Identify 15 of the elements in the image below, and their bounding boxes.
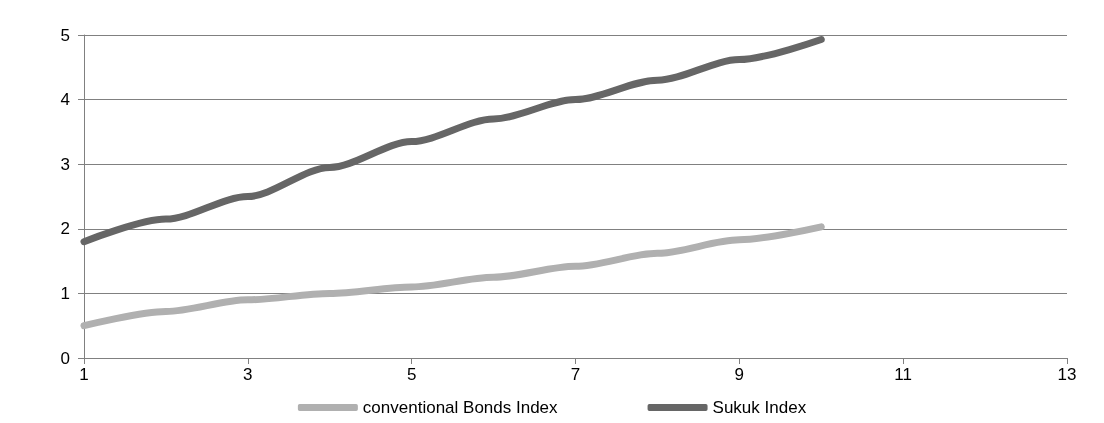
y-tick-label: 3	[60, 154, 70, 174]
x-tick-label: 9	[734, 365, 745, 384]
x-tick-label: 7	[570, 365, 581, 384]
x-tick-label: 13	[1057, 365, 1077, 384]
x-tick-label: 11	[894, 365, 912, 384]
x-tick-label: 5	[406, 365, 417, 384]
y-tick-label: 1	[60, 283, 70, 303]
x-tick-label: 1	[79, 365, 89, 384]
y-tick-label: 4	[60, 90, 70, 110]
y-tick-label: 0	[60, 348, 70, 368]
legend-label: conventional Bonds Index	[362, 398, 559, 417]
y-tick-label: 2	[60, 219, 70, 239]
legend-label: Sukuk Index	[712, 398, 807, 417]
x-tick-label: 3	[243, 365, 253, 384]
y-tick-label: 5	[60, 25, 70, 45]
